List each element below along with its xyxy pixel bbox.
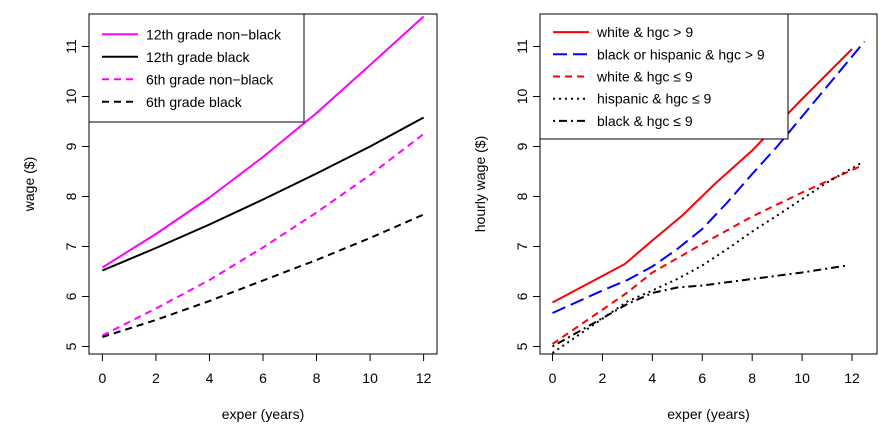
series-group bbox=[101, 15, 425, 338]
y-tick-label: 7 bbox=[514, 242, 530, 250]
y-tick-label: 6 bbox=[514, 292, 530, 300]
series-line-4 bbox=[551, 161, 863, 354]
x-tick-label: 2 bbox=[599, 370, 607, 386]
y-tick-label: 8 bbox=[63, 192, 79, 200]
y-tick-label: 7 bbox=[63, 242, 79, 250]
x-tick-label: 8 bbox=[748, 370, 756, 386]
x-tick-label: 2 bbox=[152, 370, 160, 386]
y-tick-label: 8 bbox=[514, 192, 530, 200]
legend: white & hgc > 9 black or hispanic & hgc >… bbox=[539, 13, 789, 140]
legend-label: 12th grade non−black bbox=[146, 26, 282, 42]
legend-label: white & hgc ≤ 9 bbox=[596, 69, 693, 85]
x-tick-label: 6 bbox=[259, 370, 267, 386]
legend: 12th grade non−black 12th grade black 6th … bbox=[88, 13, 305, 123]
y-axis-label: wage ($) bbox=[21, 157, 37, 212]
x-axis-label: exper (years) bbox=[222, 406, 304, 422]
x-tick-label: 10 bbox=[794, 370, 810, 386]
x-axis-label: exper (years) bbox=[667, 406, 749, 422]
series-line-3 bbox=[101, 133, 425, 337]
x-tick-label: 4 bbox=[648, 370, 656, 386]
y-tick-label: 10 bbox=[514, 89, 530, 105]
series-group bbox=[551, 40, 866, 354]
x-tick-label: 12 bbox=[844, 370, 860, 386]
legend-label: black & hgc ≤ 9 bbox=[597, 113, 693, 129]
x-tick-label: 4 bbox=[206, 370, 214, 386]
y-tick-label: 5 bbox=[63, 342, 79, 350]
y-tick-label: 11 bbox=[514, 39, 530, 54]
series-line-4 bbox=[102, 213, 425, 338]
legend-box bbox=[88, 13, 305, 123]
series-line-3 bbox=[551, 164, 863, 345]
y-tick-label: 10 bbox=[63, 89, 79, 105]
series-line-1 bbox=[552, 48, 853, 304]
legend-label: black or hispanic & hgc > 9 bbox=[597, 46, 765, 62]
x-tick-label: 10 bbox=[362, 370, 378, 386]
plot-panel-2: 0 2 4 6 8 10 12 5 6 7 8 9 10 11 exper (years) hourly wa… bbox=[472, 13, 878, 422]
y-axis-label: hourly wage ($) bbox=[472, 136, 488, 233]
x-tick-label: 8 bbox=[313, 370, 321, 386]
legend-label: hispanic & hgc ≤ 9 bbox=[597, 91, 712, 107]
legend-label: 12th grade black bbox=[146, 49, 251, 65]
x-tick-label: 0 bbox=[98, 370, 106, 386]
x-tick-label: 6 bbox=[698, 370, 706, 386]
y-tick-label: 9 bbox=[514, 142, 530, 150]
legend-label: 6th grade black bbox=[146, 94, 243, 110]
y-tick-label: 6 bbox=[63, 292, 79, 300]
y-tick-label: 11 bbox=[63, 39, 79, 54]
y-tick-label: 5 bbox=[514, 342, 530, 350]
series-line-2 bbox=[101, 116, 425, 272]
series-line-1 bbox=[101, 15, 425, 269]
x-tick-label: 12 bbox=[416, 370, 432, 386]
x-tick-label: 0 bbox=[549, 370, 557, 386]
series-line-5 bbox=[551, 264, 848, 348]
series-line-2 bbox=[552, 40, 866, 314]
plot-panel-1: 0 2 4 6 8 10 12 5 6 7 8 9 10 11 exper (years) wage ($) 1… bbox=[21, 13, 438, 422]
legend-label: white & hgc > 9 bbox=[596, 24, 693, 40]
legend-label: 6th grade non−black bbox=[146, 71, 274, 87]
y-tick-label: 9 bbox=[63, 142, 79, 150]
